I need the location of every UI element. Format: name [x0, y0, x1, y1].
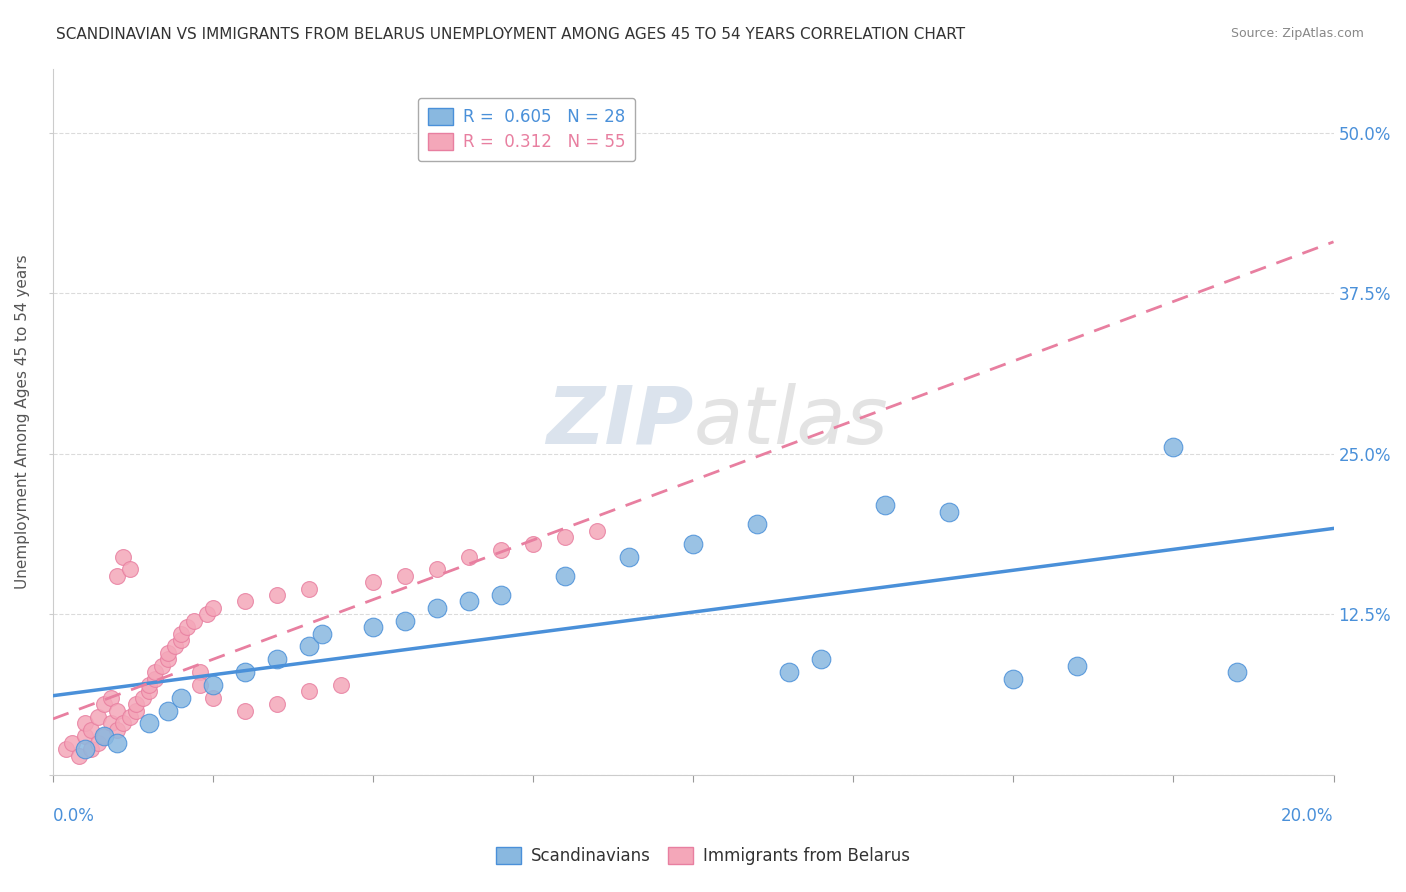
Point	[875, 498, 897, 512]
Legend: R =  0.605   N = 28, R =  0.312   N = 55: R = 0.605 N = 28, R = 0.312 N = 55	[418, 98, 636, 161]
Point	[266, 588, 288, 602]
Text: ZIP: ZIP	[546, 383, 693, 460]
Point	[778, 665, 800, 679]
Point	[554, 568, 576, 582]
Point	[619, 549, 641, 564]
Point	[105, 704, 128, 718]
Point	[125, 704, 148, 718]
Point	[93, 729, 115, 743]
Point	[73, 742, 96, 756]
Point	[105, 568, 128, 582]
Point	[195, 607, 218, 622]
Point	[118, 710, 141, 724]
Point	[298, 640, 321, 654]
Point	[1002, 672, 1025, 686]
Point	[157, 652, 180, 666]
Point	[157, 646, 180, 660]
Y-axis label: Unemployment Among Ages 45 to 54 years: Unemployment Among Ages 45 to 54 years	[15, 254, 30, 589]
Point	[105, 736, 128, 750]
Point	[266, 652, 288, 666]
Point	[93, 729, 115, 743]
Point	[176, 620, 198, 634]
Point	[112, 549, 135, 564]
Point	[426, 562, 449, 576]
Point	[73, 729, 96, 743]
Legend: Scandinavians, Immigrants from Belarus: Scandinavians, Immigrants from Belarus	[486, 837, 920, 875]
Point	[1163, 441, 1185, 455]
Point	[73, 716, 96, 731]
Point	[150, 658, 173, 673]
Point	[80, 723, 103, 737]
Point	[586, 524, 609, 538]
Point	[87, 736, 110, 750]
Text: Source: ZipAtlas.com: Source: ZipAtlas.com	[1230, 27, 1364, 40]
Point	[394, 568, 416, 582]
Point	[60, 736, 83, 750]
Point	[125, 697, 148, 711]
Point	[810, 652, 832, 666]
Point	[1066, 658, 1088, 673]
Point	[361, 575, 384, 590]
Point	[112, 716, 135, 731]
Point	[163, 640, 186, 654]
Point	[426, 600, 449, 615]
Point	[170, 626, 193, 640]
Point	[100, 716, 122, 731]
Text: 0.0%: 0.0%	[53, 806, 94, 825]
Point	[170, 632, 193, 647]
Point	[55, 742, 77, 756]
Point	[938, 505, 960, 519]
Text: SCANDINAVIAN VS IMMIGRANTS FROM BELARUS UNEMPLOYMENT AMONG AGES 45 TO 54 YEARS C: SCANDINAVIAN VS IMMIGRANTS FROM BELARUS …	[56, 27, 966, 42]
Point	[201, 690, 224, 705]
Point	[298, 684, 321, 698]
Point	[118, 562, 141, 576]
Point	[458, 549, 481, 564]
Text: atlas: atlas	[693, 383, 889, 460]
Point	[67, 748, 90, 763]
Point	[170, 690, 193, 705]
Point	[138, 684, 160, 698]
Point	[233, 704, 256, 718]
Point	[87, 710, 110, 724]
Point	[747, 517, 769, 532]
Point	[93, 697, 115, 711]
Point	[522, 537, 544, 551]
Point	[458, 594, 481, 608]
Point	[100, 690, 122, 705]
Point	[188, 665, 211, 679]
Point	[489, 588, 512, 602]
Point	[266, 697, 288, 711]
Point	[330, 678, 353, 692]
Point	[201, 678, 224, 692]
Point	[138, 716, 160, 731]
Point	[394, 614, 416, 628]
Point	[145, 665, 167, 679]
Point	[201, 600, 224, 615]
Point	[138, 678, 160, 692]
Point	[233, 594, 256, 608]
Point	[157, 704, 180, 718]
Point	[682, 537, 704, 551]
Point	[80, 742, 103, 756]
Point	[1226, 665, 1249, 679]
Point	[145, 672, 167, 686]
Point	[311, 626, 333, 640]
Point	[188, 678, 211, 692]
Point	[298, 582, 321, 596]
Point	[361, 620, 384, 634]
Point	[183, 614, 205, 628]
Point	[489, 543, 512, 558]
Point	[233, 665, 256, 679]
Point	[105, 723, 128, 737]
Point	[554, 530, 576, 544]
Point	[131, 690, 153, 705]
Text: 20.0%: 20.0%	[1281, 806, 1333, 825]
